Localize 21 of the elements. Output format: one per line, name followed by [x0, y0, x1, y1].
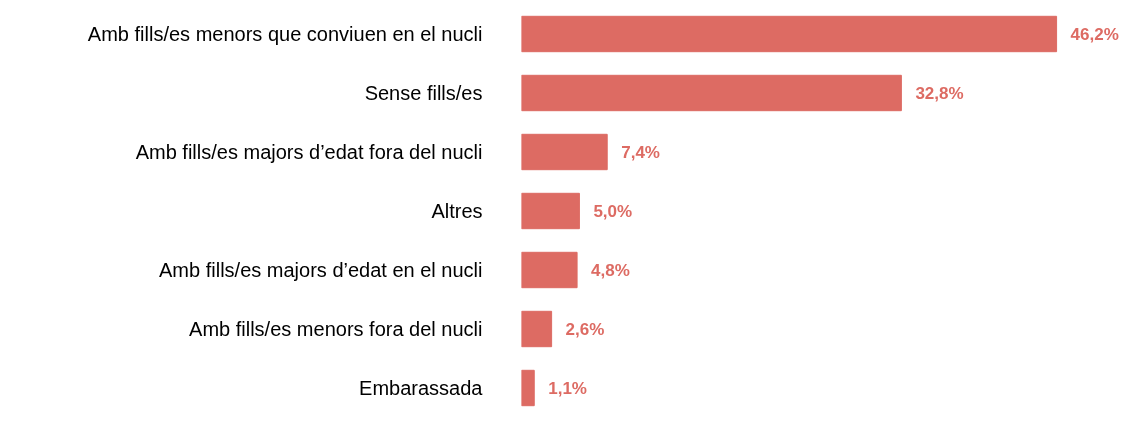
data-label: 1,1%: [548, 378, 587, 398]
bar: [521, 369, 535, 407]
data-label: 46,2%: [1070, 24, 1119, 44]
data-label: 2,6%: [565, 319, 605, 339]
y-tick-label: Amb fills/es menors fora del nucli: [189, 318, 483, 340]
y-tick-label: Amb fills/es majors d’edat en el nucli: [159, 259, 483, 281]
data-label: 5,0%: [593, 201, 633, 221]
y-tick-label: Amb fills/es menors que conviuen en el nucli: [87, 23, 483, 45]
data-label: 32,8%: [915, 83, 964, 103]
bar: [521, 133, 608, 171]
bar: [521, 310, 553, 348]
data-label: 4,8%: [591, 260, 630, 280]
bar: [521, 74, 902, 112]
y-tick-label: Amb fills/es majors d’edat fora del nucli: [135, 141, 483, 163]
data-label: 7,4%: [621, 142, 660, 162]
y-tick-label: Altres: [431, 200, 483, 222]
y-tick-label: Sense fills/es: [364, 82, 483, 104]
bar: [521, 251, 578, 289]
y-tick-label: Embarassada: [359, 377, 484, 399]
bar: [521, 192, 580, 230]
bar: [521, 15, 1058, 53]
